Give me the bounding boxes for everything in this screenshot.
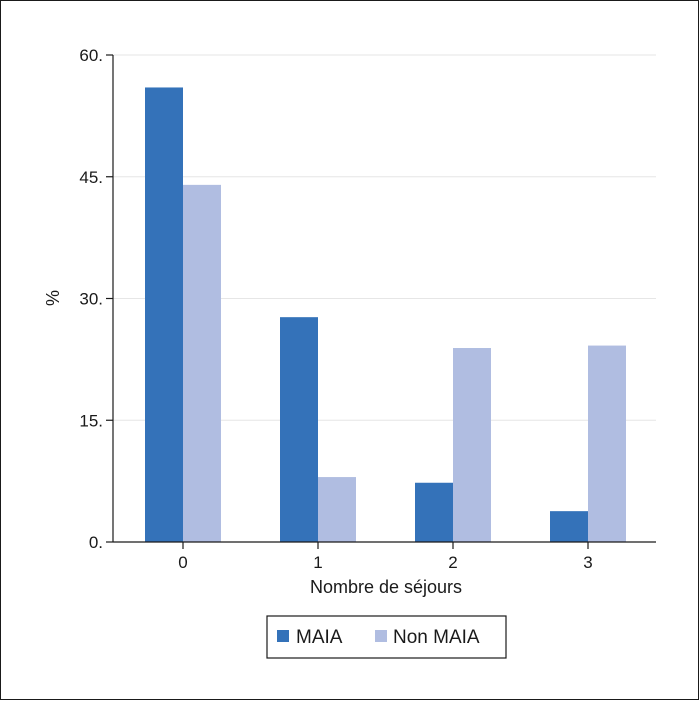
bar-non-maia-3 bbox=[588, 345, 626, 542]
y-tick-label: 60. bbox=[79, 46, 103, 65]
y-tick-label: 45. bbox=[79, 168, 103, 187]
bar-maia-2 bbox=[415, 482, 453, 542]
x-tick-label: 0 bbox=[178, 553, 187, 572]
legend-swatch-non-maia bbox=[375, 630, 387, 642]
y-tick-label: 30. bbox=[79, 290, 103, 309]
y-tick-label: 0. bbox=[89, 533, 103, 552]
legend-label-non-maia: Non MAIA bbox=[393, 627, 480, 648]
axes bbox=[106, 54, 656, 549]
bar-maia-0 bbox=[145, 87, 183, 542]
x-tick-label: 3 bbox=[583, 553, 592, 572]
y-tick-label: 15. bbox=[79, 411, 103, 430]
x-tick-label: 1 bbox=[313, 553, 322, 572]
x-tick-label: 2 bbox=[448, 553, 457, 572]
bar-non-maia-1 bbox=[318, 477, 356, 542]
bars bbox=[145, 87, 626, 542]
bar-non-maia-0 bbox=[183, 184, 221, 542]
bar-non-maia-2 bbox=[453, 348, 491, 542]
legend-label-maia: MAIA bbox=[296, 627, 343, 648]
bar-maia-3 bbox=[550, 511, 588, 542]
legend-swatch-maia bbox=[277, 630, 289, 642]
y-axis-title: % bbox=[43, 290, 63, 306]
legend: MAIA Non MAIA bbox=[266, 615, 507, 659]
y-tick-labels: 0. 15. 30. 45. 60. bbox=[79, 46, 103, 552]
x-axis-title: Nombre de séjours bbox=[310, 577, 462, 597]
x-tick-labels: 0 1 2 3 bbox=[178, 553, 592, 572]
bar-maia-1 bbox=[280, 317, 318, 542]
